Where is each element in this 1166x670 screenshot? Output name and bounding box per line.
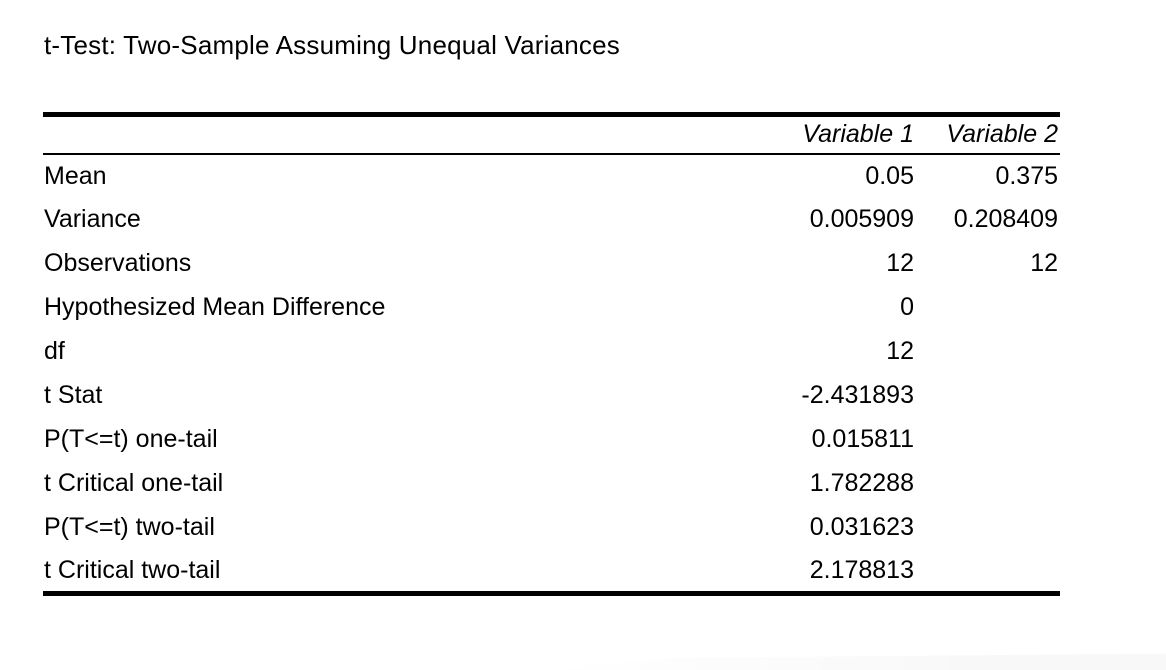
row-label: Observations (44, 249, 192, 277)
row-var1-value: 12 (886, 249, 914, 277)
row-var2-value (916, 286, 1060, 330)
row-label: Hypothesized Mean Difference (44, 293, 386, 321)
row-var2-value (916, 418, 1060, 462)
header-variable-2: Variable 2 (916, 114, 1060, 155)
row-label: t Critical two-tail (44, 555, 221, 584)
table-row-mean: Mean 0.05 0.375 (43, 154, 1060, 198)
row-var1-value: 1.782288 (809, 469, 914, 497)
table-row-t-stat: t Stat -2.431893 (43, 374, 1060, 418)
row-var2-value (916, 330, 1060, 374)
row-label: Mean (44, 161, 107, 190)
row-var1-value: 0.031623 (809, 513, 914, 541)
table-row-p-one-tail: P(T<=t) one-tail 0.015811 (43, 418, 1060, 462)
corner-shadow-artifact (541, 653, 1166, 670)
table-row-t-critical-two-tail: t Critical two-tail 2.178813 (43, 550, 1060, 594)
row-label: P(T<=t) one-tail (44, 425, 218, 453)
row-var2-value: 0.208409 (953, 205, 1058, 233)
row-var1-value: 0.05 (865, 161, 914, 190)
row-var1-value: 0 (900, 293, 914, 321)
row-label: Variance (44, 205, 141, 233)
row-var1-value: 0.005909 (809, 205, 914, 233)
table-row-df: df 12 (43, 330, 1060, 374)
row-var2-value (916, 374, 1060, 418)
row-var1-value: 12 (886, 337, 914, 365)
row-var2-value (916, 462, 1060, 506)
row-var1-value: 2.178813 (809, 555, 914, 584)
page-title: t-Test: Two-Sample Assuming Unequal Vari… (44, 30, 620, 60)
row-var2-value: 0.375 (995, 161, 1058, 190)
table-row-observations: Observations 12 12 (43, 242, 1060, 286)
row-var2-value (916, 506, 1060, 550)
table-row-variance: Variance 0.005909 0.208409 (43, 198, 1060, 242)
row-var2-value: 12 (1030, 249, 1058, 277)
table-row-p-two-tail: P(T<=t) two-tail 0.031623 (43, 506, 1060, 550)
row-var1-value: -2.431893 (801, 381, 914, 409)
table-row-hypothesized-mean-difference: Hypothesized Mean Difference 0 (43, 286, 1060, 330)
header-variable-1: Variable 1 (696, 114, 916, 155)
ttest-results-table-container: Variable 1 Variable 2 Mean 0.05 0.375 Va… (43, 112, 1060, 596)
ttest-results-table: Variable 1 Variable 2 Mean 0.05 0.375 Va… (43, 112, 1060, 596)
table-row-t-critical-one-tail: t Critical one-tail 1.782288 (43, 462, 1060, 506)
table-header-row: Variable 1 Variable 2 (43, 114, 1060, 155)
header-empty-cell (43, 114, 696, 155)
row-label: t Stat (44, 381, 103, 409)
row-label: t Critical one-tail (44, 469, 224, 497)
row-label: df (44, 337, 65, 365)
row-var1-value: 0.015811 (811, 425, 914, 453)
row-label: P(T<=t) two-tail (44, 513, 215, 541)
row-var2-value (916, 550, 1060, 594)
